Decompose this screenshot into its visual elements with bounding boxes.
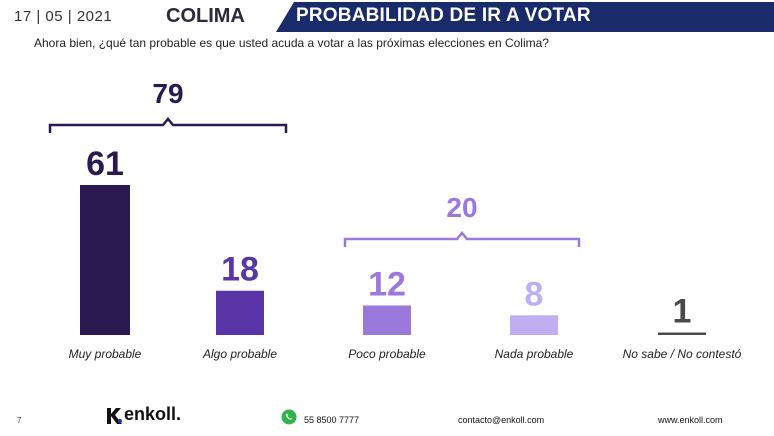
value-label-1: 18	[221, 251, 259, 289]
group-bracket-1	[343, 231, 581, 247]
page-number: 7	[17, 416, 22, 425]
value-label-0: 61	[86, 145, 124, 183]
value-label-2: 12	[368, 265, 406, 303]
logo-text: enkoll.	[124, 404, 182, 424]
category-label-1: Algo probable	[202, 347, 277, 361]
group-total-0: 79	[152, 78, 183, 109]
phone-number[interactable]: 55 8500 7777	[304, 415, 360, 425]
contact-email[interactable]: contacto@enkoll.com	[458, 415, 545, 425]
title-banner	[276, 2, 774, 32]
bar-0	[80, 185, 130, 335]
state-name: COLIMA	[166, 5, 245, 27]
value-label-3: 8	[525, 275, 544, 313]
group-bracket-0	[48, 117, 288, 133]
bar-4	[658, 332, 706, 335]
category-label-2: Poco probable	[348, 347, 426, 361]
category-label-3: Nada probable	[495, 347, 574, 361]
survey-question: Ahora bien, ¿qué tan probable es que ust…	[34, 36, 549, 50]
category-label-0: Muy probable	[69, 347, 142, 361]
website-link[interactable]: www.enkoll.com	[658, 415, 723, 425]
enkoll-logo-icon	[107, 408, 122, 424]
bar-3	[510, 315, 558, 335]
category-label-4: No sabe / No contestó	[623, 347, 742, 361]
report-date: 17 | 05 | 2021	[14, 8, 113, 25]
bar-2	[363, 305, 411, 335]
group-total-1: 20	[446, 192, 477, 223]
value-label-4: 1	[673, 293, 692, 331]
page-title: PROBABILIDAD DE IR A VOTAR	[296, 5, 591, 26]
whatsapp-icon	[281, 409, 297, 425]
bar-1	[216, 290, 264, 335]
